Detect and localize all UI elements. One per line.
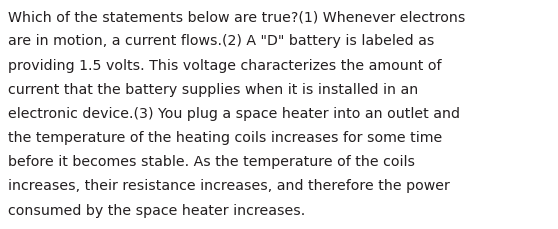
- Text: before it becomes stable. As the temperature of the coils: before it becomes stable. As the tempera…: [8, 155, 415, 169]
- Text: are in motion, a current flows.(2) A "D" battery is labeled as: are in motion, a current flows.(2) A "D"…: [8, 34, 434, 48]
- Text: current that the battery supplies when it is installed in an: current that the battery supplies when i…: [8, 82, 418, 96]
- Text: the temperature of the heating coils increases for some time: the temperature of the heating coils inc…: [8, 131, 442, 144]
- Text: consumed by the space heater increases.: consumed by the space heater increases.: [8, 203, 305, 217]
- Text: providing 1.5 volts. This voltage characterizes the amount of: providing 1.5 volts. This voltage charac…: [8, 58, 441, 72]
- Text: Which of the statements below are true?(1) Whenever electrons: Which of the statements below are true?(…: [8, 10, 465, 24]
- Text: electronic device.(3) You plug a space heater into an outlet and: electronic device.(3) You plug a space h…: [8, 106, 460, 120]
- Text: increases, their resistance increases, and therefore the power: increases, their resistance increases, a…: [8, 179, 450, 193]
